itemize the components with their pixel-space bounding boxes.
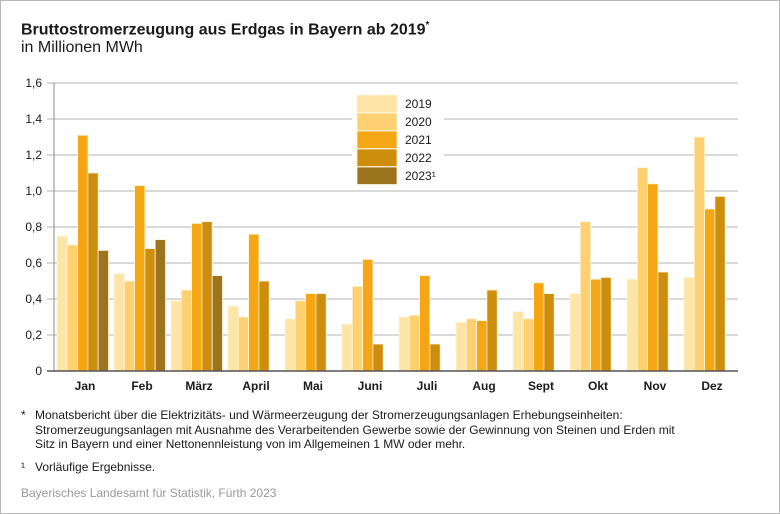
chart-subtitle: in Millionen MWh xyxy=(21,39,143,56)
x-tick-label: Okt xyxy=(588,379,608,393)
bar-Nov-2021 xyxy=(647,183,659,372)
bar-Jan-2023¹ xyxy=(97,249,109,372)
footnotes: * Monatsbericht über die Elektrizitäts- … xyxy=(21,408,685,474)
y-tick-label: 0,6 xyxy=(25,256,42,270)
bar-Juli-2021 xyxy=(419,275,431,372)
bar-Juni-2019 xyxy=(341,323,353,372)
bar-April-2021 xyxy=(248,233,260,372)
bar-Mai-2020 xyxy=(294,300,306,372)
bar-Aug-2019 xyxy=(455,321,467,372)
bar-Aug-2021 xyxy=(476,320,488,372)
bar-Jan-2022 xyxy=(87,172,99,372)
bar-Dez-2021 xyxy=(704,208,716,372)
bar-Aug-2020 xyxy=(465,318,477,372)
legend-swatch-2021 xyxy=(356,130,398,149)
legend-swatch-2022 xyxy=(356,148,398,167)
y-tick-label: 0,2 xyxy=(25,328,42,342)
bar-Nov-2019 xyxy=(626,278,638,372)
legend-label: 2023¹ xyxy=(405,169,436,183)
bar-Okt-2022 xyxy=(600,276,612,372)
bar-April-2022 xyxy=(258,280,270,372)
x-tick-label: Jan xyxy=(75,379,96,393)
bar-Sept-2020 xyxy=(522,318,534,372)
bar-Nov-2022 xyxy=(657,271,669,372)
bar-Juni-2022 xyxy=(372,343,384,372)
x-tick-label: April xyxy=(242,379,269,393)
footnote-1: ¹ Vorläufige Ergebnisse. xyxy=(21,459,156,474)
bar-März-2019 xyxy=(170,300,182,372)
bar-Sept-2022 xyxy=(543,293,555,372)
legend-label: 2021 xyxy=(405,133,432,147)
bar-Okt-2021 xyxy=(590,278,602,372)
bar-Feb-2020 xyxy=(123,280,136,372)
bar-April-2019 xyxy=(227,305,239,372)
legend-swatch-2019 xyxy=(356,94,398,113)
y-tick-label: 0,8 xyxy=(25,220,42,234)
x-tick-label: Sept xyxy=(528,379,554,393)
bar-Dez-2019 xyxy=(683,276,695,372)
bar-Okt-2019 xyxy=(569,293,581,372)
bar-März-2022 xyxy=(201,221,213,372)
bar-Juni-2020 xyxy=(351,285,363,372)
bar-März-2020 xyxy=(180,289,193,372)
x-tick-label: Juni xyxy=(358,379,383,393)
bar-Jan-2021 xyxy=(77,134,89,372)
y-tick-label: 1,0 xyxy=(25,184,42,198)
bar-Dez-2022 xyxy=(714,195,726,372)
bar-Juli-2022 xyxy=(429,343,441,372)
bar-März-2023¹ xyxy=(211,275,223,372)
bar-April-2020 xyxy=(237,316,250,372)
bar-Feb-2019 xyxy=(113,273,125,372)
bar-chart: 0 0,2 0,4 0,6 0,8 1,0 1,2 1,4 1,6 Jan Feb März April… xyxy=(25,76,738,393)
bar-Sept-2021 xyxy=(533,282,545,372)
bar-Sept-2019 xyxy=(512,311,524,372)
x-tick-label: Mai xyxy=(303,379,323,393)
bar-Mai-2019 xyxy=(284,318,296,372)
bar-Okt-2020 xyxy=(579,221,591,372)
bar-Mai-2022 xyxy=(315,293,327,372)
bar-Feb-2021 xyxy=(134,185,146,372)
chart-title: Bruttostromerzeugung aus Erdgas in Bayer… xyxy=(21,20,430,39)
bar-Feb-2022 xyxy=(144,248,156,372)
y-tick-label: 0,4 xyxy=(25,292,42,306)
legend-swatch-2020 xyxy=(356,112,398,131)
x-tick-label: Dez xyxy=(701,379,722,393)
y-tick-label: 1,4 xyxy=(25,112,42,126)
bar-Dez-2020 xyxy=(693,136,705,372)
bar-Feb-2023¹ xyxy=(154,239,166,372)
y-tick-label: 1,2 xyxy=(25,148,42,162)
bar-Jan-2020 xyxy=(66,244,79,372)
bar-Juli-2019 xyxy=(398,316,410,372)
source-text: Bayerisches Landesamt für Statistik, Für… xyxy=(21,486,277,500)
bar-Juni-2021 xyxy=(362,258,374,372)
x-tick-label: Nov xyxy=(644,379,667,393)
x-tick-label: März xyxy=(185,379,212,393)
bar-Jan-2019 xyxy=(56,235,68,372)
bar-Aug-2022 xyxy=(486,289,498,372)
legend-swatch-2023¹ xyxy=(356,166,398,185)
y-tick-label: 0 xyxy=(35,364,42,378)
legend-label: 2019 xyxy=(405,97,432,111)
footnote-asterisk: * Monatsbericht über die Elektrizitäts- … xyxy=(21,408,675,451)
bar-Juli-2020 xyxy=(408,314,420,372)
bar-Mai-2021 xyxy=(305,293,317,372)
bar-März-2021 xyxy=(191,222,203,372)
y-tick-label: 1,6 xyxy=(25,76,42,90)
bar-Nov-2020 xyxy=(636,167,648,372)
legend-label: 2020 xyxy=(405,115,432,129)
x-tick-label: Juli xyxy=(417,379,438,393)
legend-label: 2022 xyxy=(405,151,432,165)
x-tick-label: Aug xyxy=(472,379,495,393)
x-tick-label: Feb xyxy=(131,379,152,393)
